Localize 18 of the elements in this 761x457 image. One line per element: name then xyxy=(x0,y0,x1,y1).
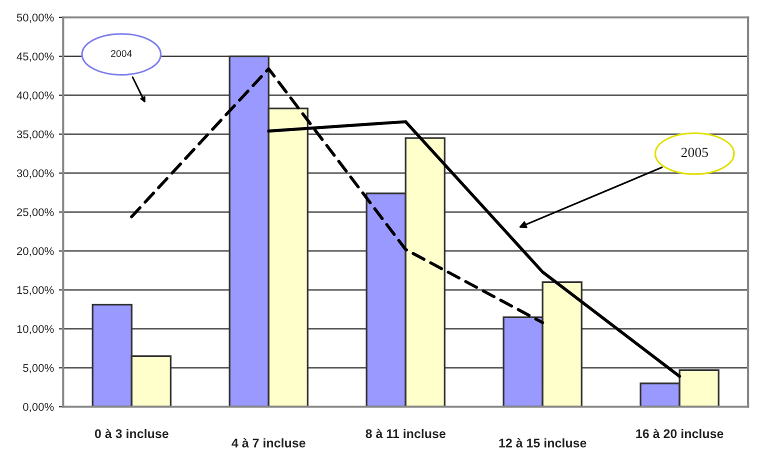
annotation: 2004 xyxy=(111,50,132,57)
x-tick-label: 12 à 15 incluse xyxy=(499,438,586,448)
annotation: 2005 xyxy=(681,148,708,158)
x-tick-label: 16 à 20 incluse xyxy=(636,428,724,438)
y-tick-label: 35,00% xyxy=(16,130,54,140)
y-tick-label: 25,00% xyxy=(17,208,54,218)
y-tick-label: 30,00% xyxy=(16,169,54,179)
x-tick-label: 0 à 3 incluse xyxy=(94,428,168,438)
y-tick-label: 5,00% xyxy=(23,364,54,374)
y-tick-label: 0,00% xyxy=(23,402,54,412)
y-tick-label: 45,00% xyxy=(16,52,54,62)
y-tick-label: 50,00% xyxy=(16,14,54,23)
y-tick-label: 40,00% xyxy=(16,92,54,101)
y-tick-label: 10,00% xyxy=(17,325,54,334)
x-tick-label: 4 à 7 incluse xyxy=(232,438,306,448)
y-tick-label: 15,00% xyxy=(17,286,54,296)
x-tick-label: 8 à 11 incluse xyxy=(366,428,446,438)
y-tick-label: 20,00% xyxy=(17,247,54,256)
